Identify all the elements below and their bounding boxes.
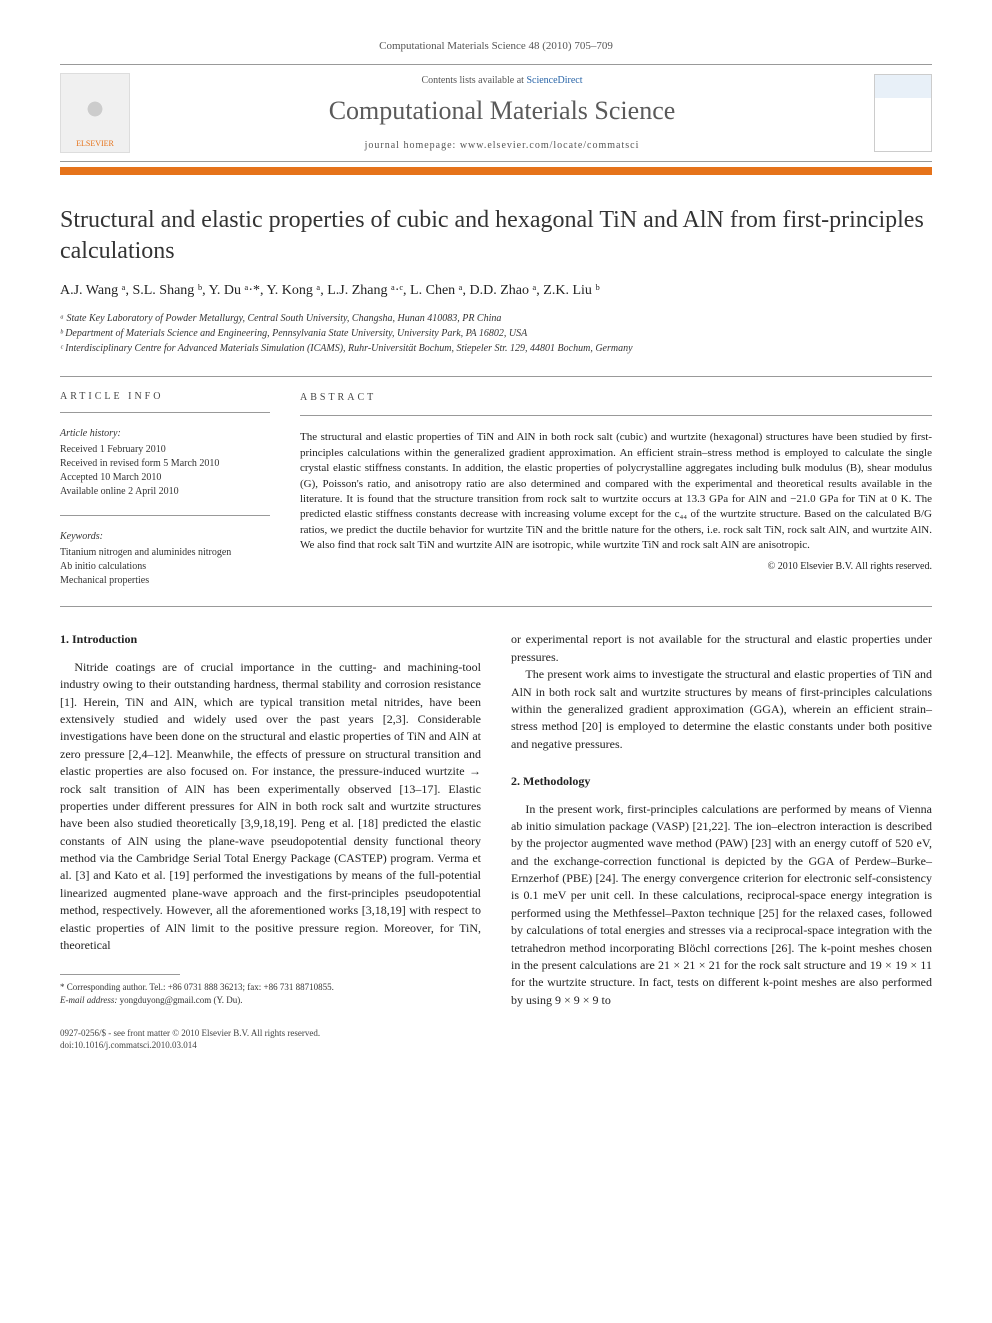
- contents-prefix: Contents lists available at: [421, 75, 526, 86]
- authors-list: A.J. Wang ᵃ, S.L. Shang ᵇ, Y. Du ᵃ·*, Y.…: [60, 283, 932, 299]
- journal-reference: Computational Materials Science 48 (2010…: [60, 40, 932, 52]
- publisher-name: ELSEVIER: [76, 139, 114, 148]
- homepage-url[interactable]: www.elsevier.com/locate/commatsci: [460, 140, 640, 151]
- section-heading-methodology: 2. Methodology: [511, 773, 932, 790]
- info-abstract-row: ARTICLE INFO Article history: Received 1…: [60, 391, 932, 588]
- homepage-prefix: journal homepage:: [365, 140, 460, 151]
- footnote: * Corresponding author. Tel.: +86 0731 8…: [60, 981, 481, 1006]
- body-paragraph: In the present work, first-principles ca…: [511, 801, 932, 1010]
- journal-cover-thumbnail: [874, 74, 932, 152]
- corresponding-author: * Corresponding author. Tel.: +86 0731 8…: [60, 981, 481, 994]
- column-left: 1. Introduction Nitride coatings are of …: [60, 631, 481, 1051]
- affiliation-c: ᶜ Interdisciplinary Centre for Advanced …: [60, 341, 932, 356]
- history-label: Article history:: [60, 427, 270, 441]
- affiliation-b: ᵇ Department of Materials Science and En…: [60, 326, 932, 341]
- column-right: or experimental report is not available …: [511, 631, 932, 1051]
- email-label: E-mail address:: [60, 995, 117, 1005]
- corresponding-email[interactable]: yongduyong@gmail.com (Y. Du).: [120, 995, 243, 1005]
- keyword-item: Titanium nitrogen and aluminides nitroge…: [60, 546, 270, 560]
- journal-header: ELSEVIER Contents lists available at Sci…: [60, 64, 932, 162]
- keyword-item: Mechanical properties: [60, 574, 270, 588]
- body-paragraph: Nitride coatings are of crucial importan…: [60, 659, 481, 955]
- abstract: ABSTRACT The structural and elastic prop…: [300, 391, 932, 588]
- publisher-logo: ELSEVIER: [60, 73, 130, 153]
- keywords-label: Keywords:: [60, 530, 270, 544]
- elsevier-tree-icon: [75, 89, 115, 139]
- affiliation-a: ᵃ State Key Laboratory of Powder Metallu…: [60, 311, 932, 326]
- article-title: Structural and elastic properties of cub…: [60, 205, 932, 267]
- accent-bar: [60, 167, 932, 175]
- footnote-separator: [60, 974, 180, 975]
- header-center: Contents lists available at ScienceDirec…: [130, 75, 874, 151]
- affiliations: ᵃ State Key Laboratory of Powder Metallu…: [60, 311, 932, 356]
- body-paragraph: The present work aims to investigate the…: [511, 666, 932, 753]
- contents-available: Contents lists available at ScienceDirec…: [130, 75, 874, 86]
- info-divider: [60, 515, 270, 516]
- body-columns: 1. Introduction Nitride coatings are of …: [60, 631, 932, 1051]
- body-paragraph: or experimental report is not available …: [511, 631, 932, 666]
- history-accepted: Accepted 10 March 2010: [60, 471, 270, 485]
- abstract-heading: ABSTRACT: [300, 391, 932, 405]
- article-info: ARTICLE INFO Article history: Received 1…: [60, 391, 270, 588]
- keywords: Keywords: Titanium nitrogen and aluminid…: [60, 530, 270, 588]
- journal-homepage: journal homepage: www.elsevier.com/locat…: [130, 140, 874, 151]
- abstract-text: The structural and elastic properties of…: [300, 430, 932, 553]
- article-info-heading: ARTICLE INFO: [60, 391, 270, 402]
- article-history: Article history: Received 1 February 201…: [60, 427, 270, 499]
- history-online: Available online 2 April 2010: [60, 485, 270, 499]
- copyright-line: © 2010 Elsevier B.V. All rights reserved…: [300, 560, 932, 574]
- keyword-item: Ab initio calculations: [60, 560, 270, 574]
- journal-name: Computational Materials Science: [130, 96, 874, 126]
- history-revised: Received in revised form 5 March 2010: [60, 457, 270, 471]
- footer: 0927-0256/$ - see front matter © 2010 El…: [60, 1027, 481, 1052]
- footer-front-matter: 0927-0256/$ - see front matter © 2010 El…: [60, 1027, 481, 1040]
- sciencedirect-link[interactable]: ScienceDirect: [526, 75, 582, 86]
- divider: [60, 376, 932, 377]
- section-heading-intro: 1. Introduction: [60, 631, 481, 648]
- abstract-divider: [300, 415, 932, 416]
- info-divider: [60, 412, 270, 413]
- history-received: Received 1 February 2010: [60, 443, 270, 457]
- footer-doi: doi:10.1016/j.commatsci.2010.03.014: [60, 1039, 481, 1052]
- divider: [60, 606, 932, 607]
